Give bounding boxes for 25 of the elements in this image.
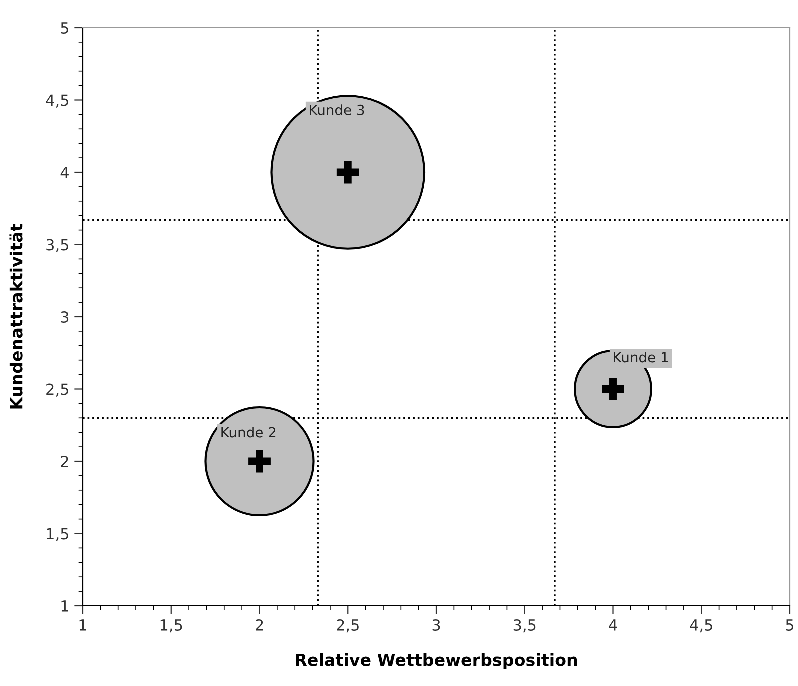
y-tick-label: 2,5 bbox=[46, 384, 68, 397]
x-tick-label: 4,5 bbox=[690, 620, 712, 633]
x-axis-title: Relative Wettbewerbsposition bbox=[296, 653, 578, 670]
x-tick-label: 2 bbox=[256, 619, 264, 631]
annotation: Kunde 1 bbox=[614, 352, 668, 363]
point bbox=[336, 161, 360, 184]
x-tick-label: 2,5 bbox=[337, 619, 359, 633]
point bbox=[248, 450, 271, 473]
y-tick-label: 4,5 bbox=[46, 94, 68, 108]
annotation: Kunde 3 bbox=[310, 104, 364, 116]
y-axis-title: Kundenattraktivität bbox=[10, 224, 23, 409]
x-tick-label: 5 bbox=[786, 620, 794, 632]
y-tick-label: 5 bbox=[61, 22, 68, 34]
annotation: Kunde 2 bbox=[222, 427, 276, 438]
y-tick-label: 3 bbox=[61, 311, 69, 324]
x-tick-label: 4 bbox=[609, 620, 618, 631]
x-tick-label: 3,5 bbox=[514, 619, 536, 633]
y-tick-label: 2 bbox=[61, 456, 68, 468]
y-tick-label: 1 bbox=[62, 600, 68, 612]
x-tick-label: 1,5 bbox=[160, 620, 182, 633]
y-tick-label: 4 bbox=[60, 167, 69, 178]
x-tick-label: 3 bbox=[432, 619, 440, 632]
y-tick-label: 3,5 bbox=[46, 239, 68, 252]
x-tick-label: 1 bbox=[80, 620, 86, 631]
y-tick-label: 1,5 bbox=[47, 528, 68, 542]
